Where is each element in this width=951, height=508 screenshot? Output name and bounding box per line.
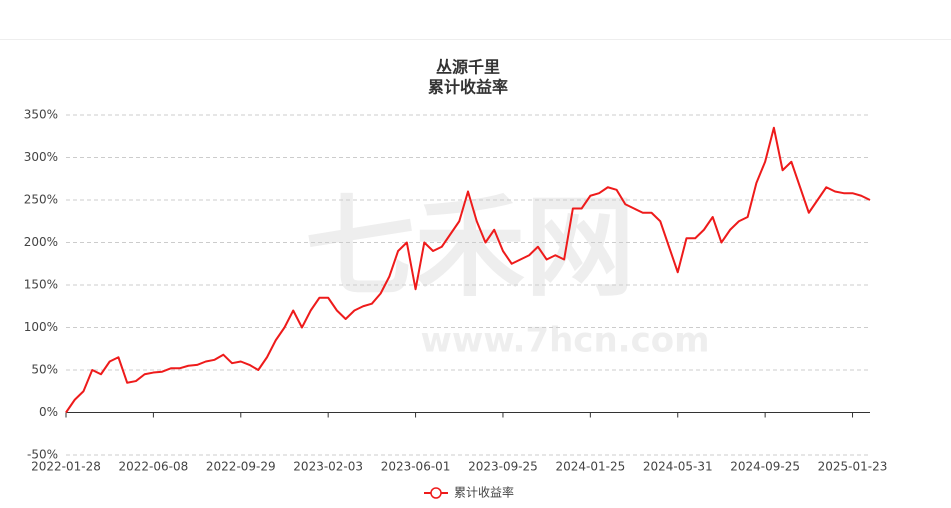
y-tick-label: 0% — [39, 405, 58, 419]
x-tick-label: 2025-01-23 — [818, 460, 888, 474]
series-line — [65, 126, 871, 414]
x-tick-label: 2022-09-29 — [206, 460, 276, 474]
x-tick-label: 2022-06-08 — [119, 460, 189, 474]
y-tick-label: 100% — [24, 320, 58, 334]
y-tick-label: 350% — [24, 108, 58, 122]
y-tick-label: -50% — [27, 448, 58, 462]
chart-title: 丛源千里 — [436, 58, 500, 77]
y-tick-label: 150% — [24, 278, 58, 292]
legend-marker — [430, 487, 442, 499]
watermark-url: www.7hcn.com — [420, 321, 709, 361]
x-tick-label: 2024-01-25 — [555, 460, 625, 474]
y-tick-label: 50% — [31, 363, 58, 377]
chart-subtitle: 累计收益率 — [428, 78, 508, 97]
y-tick-label: 250% — [24, 193, 58, 207]
watermark: 七禾网 — [305, 183, 635, 311]
y-tick-label: 200% — [24, 235, 58, 249]
x-tick-label: 2024-05-31 — [643, 460, 713, 474]
x-tick-label: 2023-06-01 — [381, 460, 451, 474]
x-tick-label: 2024-09-25 — [730, 460, 800, 474]
x-tick-label: 2022-01-28 — [31, 460, 101, 474]
x-tick-label: 2023-09-25 — [468, 460, 538, 474]
y-tick-label: 300% — [24, 150, 58, 164]
x-tick-label: 2023-02-03 — [293, 460, 363, 474]
legend-label: 累计收益率 — [454, 485, 514, 500]
